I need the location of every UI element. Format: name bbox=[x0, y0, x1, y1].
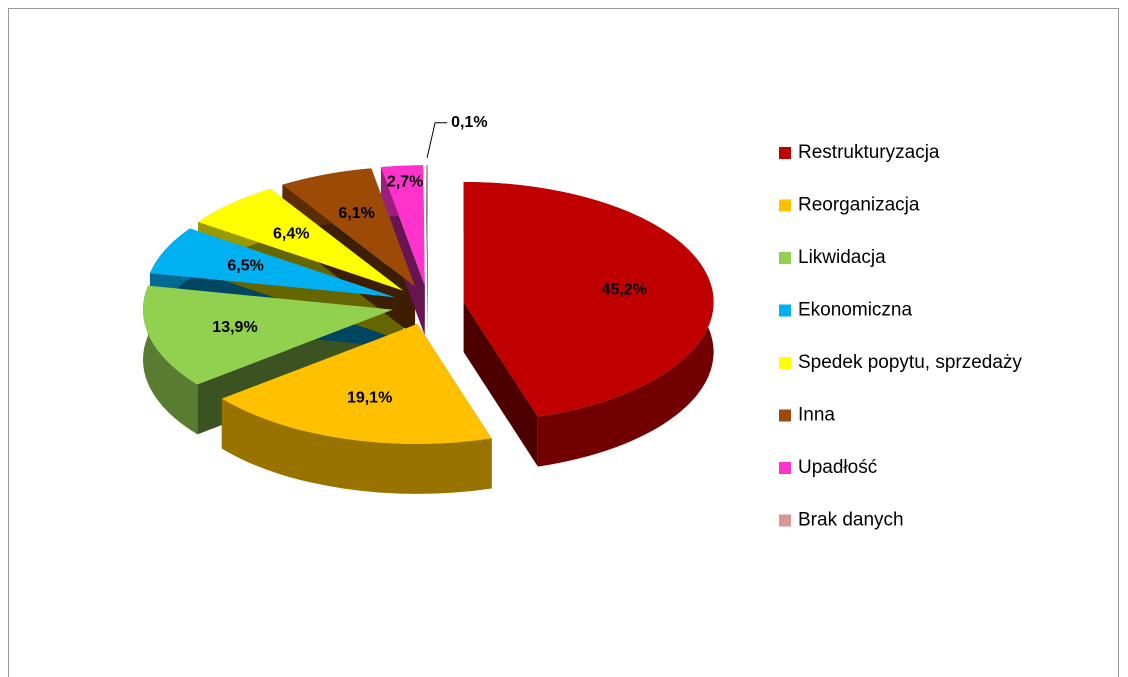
legend-swatch bbox=[779, 357, 791, 369]
legend-label: Inna bbox=[798, 405, 835, 426]
legend-swatch bbox=[779, 304, 791, 317]
legend-label: Brak danych bbox=[798, 510, 904, 531]
slice bbox=[380, 165, 425, 286]
legend-swatch bbox=[779, 462, 791, 474]
data-label: 6,4% bbox=[273, 225, 309, 242]
legend-swatch bbox=[779, 514, 791, 527]
slice bbox=[142, 285, 393, 385]
data-label: 0,1% bbox=[451, 114, 487, 131]
legend-label: Ekonomiczna bbox=[798, 300, 912, 321]
data-label: 6,1% bbox=[338, 205, 374, 222]
chart-frame bbox=[8, 8, 1119, 677]
slice-side bbox=[221, 398, 492, 494]
data-label: 45,2% bbox=[602, 282, 647, 299]
slice-side bbox=[142, 285, 198, 435]
legend-label: Upadłość bbox=[798, 457, 877, 478]
legend-swatch bbox=[779, 409, 791, 422]
slice bbox=[426, 165, 428, 286]
legend-label: Likwidacja bbox=[798, 247, 886, 268]
legend-label: Restrukturyzacja bbox=[798, 142, 940, 163]
data-label: 2,7% bbox=[387, 174, 423, 191]
slice bbox=[198, 188, 404, 291]
slice bbox=[149, 228, 395, 298]
slice bbox=[221, 323, 492, 444]
legend-label: Spedek popytu, sprzedaży bbox=[798, 352, 1022, 373]
slice bbox=[463, 182, 714, 417]
data-label: 13,9% bbox=[212, 319, 257, 336]
data-label: 6,5% bbox=[227, 258, 263, 275]
leader-line bbox=[426, 122, 448, 158]
legend-label: Reorganizacja bbox=[798, 195, 920, 216]
slice bbox=[282, 168, 416, 287]
data-label: 19,1% bbox=[347, 390, 392, 407]
legend-swatch bbox=[779, 147, 791, 159]
legend-swatch bbox=[779, 199, 791, 212]
slice-wall bbox=[463, 302, 538, 467]
legend-swatch bbox=[779, 252, 791, 264]
